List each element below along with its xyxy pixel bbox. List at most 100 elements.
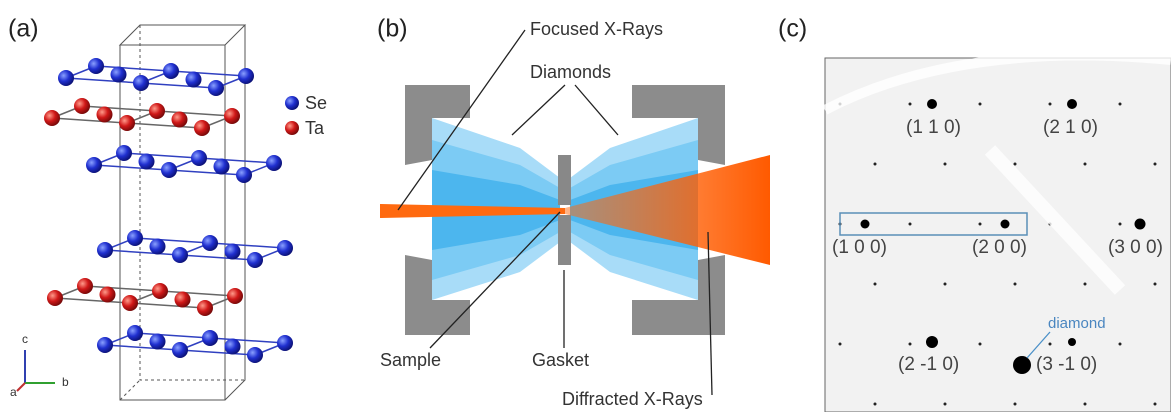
atom-layer bbox=[86, 145, 282, 183]
atom bbox=[227, 288, 243, 304]
figure: (a) (b) (c) Se Ta c a b bbox=[0, 0, 1171, 412]
spot bbox=[1119, 223, 1122, 226]
spot bbox=[861, 220, 870, 229]
spot bbox=[909, 223, 912, 226]
atom bbox=[214, 159, 230, 175]
atom bbox=[277, 240, 293, 256]
atom bbox=[122, 295, 138, 311]
spot bbox=[1014, 163, 1017, 166]
atom bbox=[116, 145, 132, 161]
spot bbox=[1084, 163, 1087, 166]
panel-label: (a) bbox=[8, 15, 39, 43]
atom bbox=[163, 63, 179, 79]
atom bbox=[150, 334, 166, 350]
spot bbox=[839, 343, 842, 346]
spot bbox=[944, 283, 947, 286]
atom bbox=[247, 347, 263, 363]
annotation: Sample bbox=[380, 350, 441, 370]
atom bbox=[225, 244, 241, 260]
spot bbox=[909, 103, 912, 106]
atom bbox=[172, 112, 188, 128]
atom bbox=[47, 290, 63, 306]
spot bbox=[1154, 283, 1157, 286]
atom bbox=[175, 292, 191, 308]
atom-layer bbox=[47, 278, 243, 316]
spot bbox=[1013, 356, 1031, 374]
atom bbox=[74, 98, 90, 114]
spot bbox=[1049, 343, 1052, 346]
spot bbox=[1068, 338, 1076, 346]
spot bbox=[979, 103, 982, 106]
reflection-label: (2 -1 0) bbox=[898, 354, 959, 375]
spot bbox=[1119, 103, 1122, 106]
annotation: Gasket bbox=[532, 350, 589, 370]
atom bbox=[100, 287, 116, 303]
atom bbox=[202, 235, 218, 251]
atom bbox=[86, 157, 102, 173]
reflection-label: (1 0 0) bbox=[832, 237, 887, 258]
atom bbox=[149, 103, 165, 119]
spot bbox=[979, 223, 982, 226]
spot bbox=[927, 99, 937, 109]
atom bbox=[133, 75, 149, 91]
atom bbox=[77, 278, 93, 294]
atom bbox=[225, 339, 241, 355]
legend-label: Se bbox=[305, 93, 327, 113]
spot bbox=[909, 343, 912, 346]
axis-label: a bbox=[10, 385, 17, 399]
atom bbox=[202, 330, 218, 346]
annotation: diamond bbox=[1048, 315, 1106, 332]
spot bbox=[1049, 103, 1052, 106]
atom-layer bbox=[44, 98, 240, 136]
legend-swatch bbox=[285, 121, 299, 135]
spot bbox=[1154, 403, 1157, 406]
atom-layer bbox=[97, 230, 293, 268]
atom bbox=[238, 68, 254, 84]
panel-label: (c) bbox=[778, 15, 807, 43]
atom bbox=[111, 67, 127, 83]
spot bbox=[1014, 403, 1017, 406]
atom bbox=[150, 239, 166, 255]
spot bbox=[1001, 220, 1010, 229]
spot bbox=[1135, 219, 1146, 230]
axis-label: b bbox=[62, 375, 69, 389]
atom bbox=[97, 242, 113, 258]
axis-label: c bbox=[22, 332, 28, 346]
atom bbox=[197, 300, 213, 316]
atom bbox=[236, 167, 252, 183]
legend-label: Ta bbox=[305, 118, 325, 138]
atom bbox=[172, 342, 188, 358]
spot bbox=[1084, 403, 1087, 406]
atom bbox=[191, 150, 207, 166]
atom bbox=[152, 283, 168, 299]
reflection-label: (3 -1 0) bbox=[1036, 354, 1097, 375]
spot bbox=[944, 163, 947, 166]
reflection-label: (2 1 0) bbox=[1043, 117, 1098, 138]
atom bbox=[44, 110, 60, 126]
atom bbox=[139, 154, 155, 170]
atom bbox=[186, 72, 202, 88]
atom bbox=[119, 115, 135, 131]
spot bbox=[926, 336, 938, 348]
atom bbox=[208, 80, 224, 96]
reflection-label: (3 0 0) bbox=[1108, 237, 1163, 258]
atom-layer bbox=[97, 325, 293, 363]
spot bbox=[1154, 163, 1157, 166]
atom bbox=[127, 325, 143, 341]
atom bbox=[58, 70, 74, 86]
diamond-anvil-cell bbox=[380, 85, 770, 335]
spot bbox=[1119, 343, 1122, 346]
annotation: Diffracted X-Rays bbox=[562, 389, 703, 409]
atom bbox=[97, 337, 113, 353]
spot bbox=[874, 163, 877, 166]
atom bbox=[161, 162, 177, 178]
atom bbox=[247, 252, 263, 268]
legend-swatch bbox=[285, 96, 299, 110]
atom bbox=[277, 335, 293, 351]
spot bbox=[874, 283, 877, 286]
spot bbox=[874, 403, 877, 406]
annotation: Diamonds bbox=[530, 62, 611, 82]
atom bbox=[172, 247, 188, 263]
atom bbox=[88, 58, 104, 74]
atom bbox=[266, 155, 282, 171]
